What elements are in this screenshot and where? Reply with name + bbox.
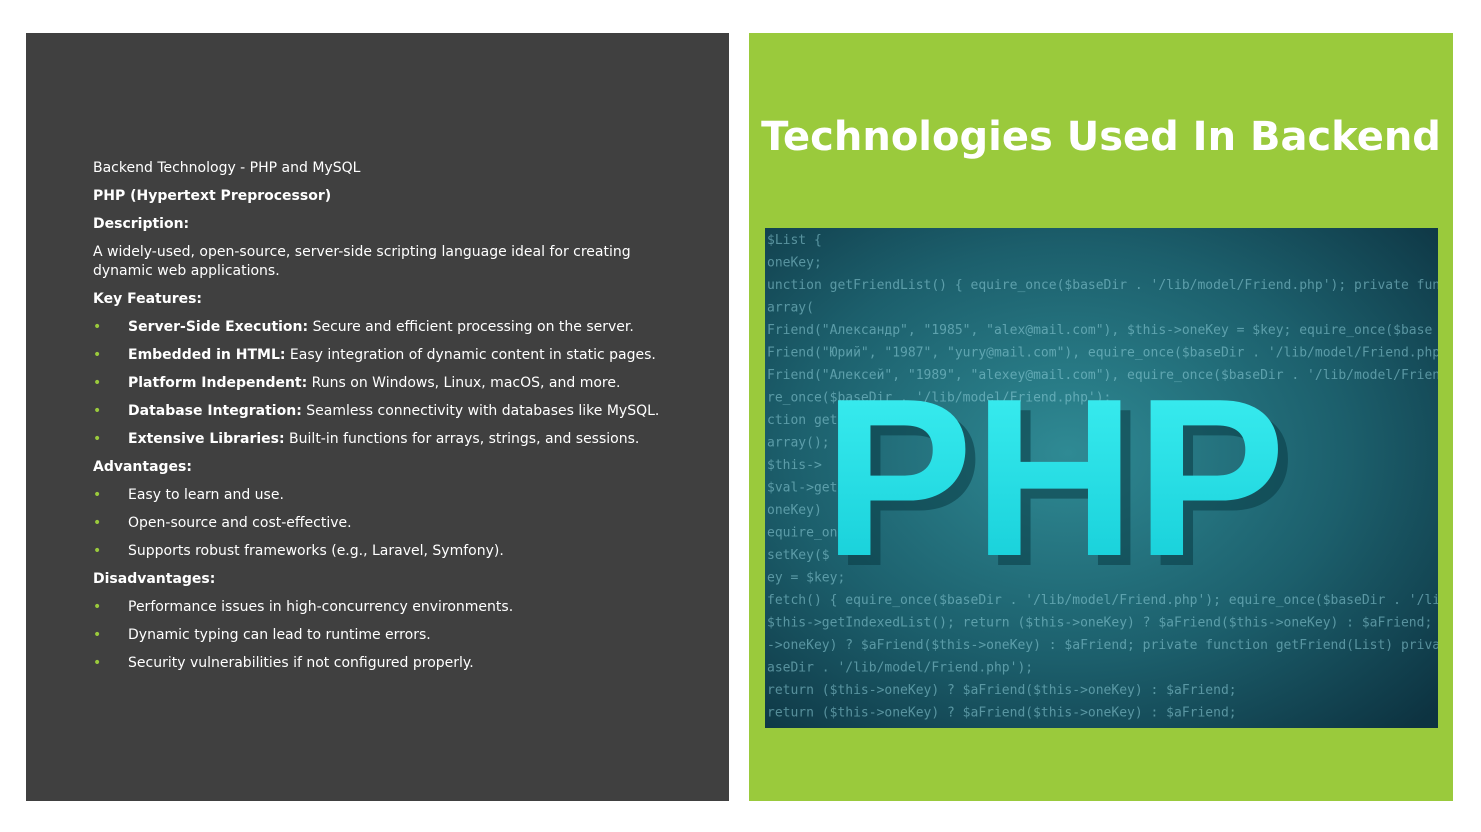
bullet-icon: • [93, 515, 102, 531]
list-item: • Database Integration: Seamless connecti… [93, 402, 693, 421]
feature-text: Easy integration of dynamic content in s… [285, 347, 656, 363]
list-item: • Open-source and cost-effective. [93, 514, 693, 533]
code-line: unction getFriendList() { equire_once($b… [767, 278, 1438, 293]
bullet-icon: • [93, 431, 102, 447]
list-item: • Platform Independent: Runs on Windows, … [93, 374, 693, 393]
list-item: • Dynamic typing can lead to runtime erro… [93, 626, 693, 645]
php-logo-shadow: PHP [833, 361, 1296, 613]
key-features-list: • Server-Side Execution: Secure and effic… [93, 318, 693, 449]
code-line: re_once($baseDir . '/lib/model/Friend.ph… [767, 391, 1111, 406]
bullet-icon: • [93, 375, 102, 391]
code-text-background: $List { oneKey; unction getFriendList() { … [767, 233, 1438, 721]
advantage-text: Open-source and cost-effective. [128, 515, 352, 531]
disadvantages-label: Disadvantages: [93, 571, 216, 587]
code-line: $this->getIndexedList(); return ($this->… [767, 616, 1432, 631]
feature-term: Embedded in HTML: [128, 347, 286, 363]
code-line: setKey($ [767, 548, 830, 563]
list-item: • Performance issues in high-concurrency … [93, 598, 693, 617]
php-code-illustration: $List { oneKey; unction getFriendList() { … [765, 228, 1438, 728]
feature-text: Seamless connectivity with databases lik… [301, 403, 660, 419]
list-item: • Easy to learn and use. [93, 486, 693, 505]
slide-title: Technologies Used In Backend [761, 114, 1441, 160]
code-line: ->oneKey) ? $aFriend($this->oneKey) : $a… [767, 638, 1438, 653]
list-item: • Security vulnerabilities if not configu… [93, 654, 693, 673]
bullet-icon: • [93, 599, 102, 615]
feature-term: Platform Independent: [128, 375, 308, 391]
code-line: return ($this->oneKey) ? $aFriend($this-… [767, 683, 1237, 698]
code-line: Friend("Алексей", "1989", "alexey@mail.c… [767, 368, 1438, 383]
code-line: aseDir . '/lib/model/Friend.php'); [767, 661, 1033, 676]
disadvantage-text: Security vulnerabilities if not configur… [128, 655, 474, 671]
content-heading: Backend Technology - PHP and MySQL [93, 160, 361, 176]
list-item: • Extensive Libraries: Built-in functions… [93, 430, 693, 449]
disadvantage-text: Dynamic typing can lead to runtime error… [128, 627, 431, 643]
advantages-label: Advantages: [93, 459, 192, 475]
code-line: oneKey) [767, 503, 822, 518]
feature-term: Extensive Libraries: [128, 431, 285, 447]
code-line: equire_on [767, 526, 837, 541]
code-line: Friend("Александр", "1985", "alex@mail.c… [767, 323, 1432, 338]
slide-content: Backend Technology - PHP and MySQL PHP (… [93, 159, 693, 682]
code-line: Friend("Юрий", "1987", "yury@mail.com"),… [767, 346, 1438, 361]
bullet-icon: • [93, 403, 102, 419]
list-item: • Embedded in HTML: Easy integration of d… [93, 346, 693, 365]
code-line: $val->get [767, 481, 837, 496]
code-line: return ($this->oneKey) ? $aFriend($this-… [767, 706, 1237, 721]
code-line: oneKey; [767, 256, 822, 271]
advantage-text: Supports robust frameworks (e.g., Larave… [128, 543, 504, 559]
feature-text: Built-in functions for arrays, strings, … [284, 431, 640, 447]
list-item: • Supports robust frameworks (e.g., Larav… [93, 542, 693, 561]
code-line: ey = $key; [767, 571, 845, 586]
description-label: Description: [93, 216, 190, 232]
advantages-list: • Easy to learn and use. • Open-source and… [93, 486, 693, 561]
bullet-icon: • [93, 347, 102, 363]
bullet-icon: • [93, 487, 102, 503]
code-line: ction get [767, 413, 837, 428]
feature-text: Secure and efficient processing on the s… [308, 319, 634, 335]
description-text: A widely-used, open-source, server-side … [93, 244, 631, 279]
content-subheading: PHP (Hypertext Preprocessor) [93, 188, 332, 204]
key-features-label: Key Features: [93, 291, 203, 307]
bullet-icon: • [93, 627, 102, 643]
bullet-icon: • [93, 543, 102, 559]
advantage-text: Easy to learn and use. [128, 487, 284, 503]
feature-text: Runs on Windows, Linux, macOS, and more. [307, 375, 621, 391]
feature-term: Server-Side Execution: [128, 319, 309, 335]
code-line: $this-> [767, 458, 822, 473]
code-line: fetch() { equire_once($baseDir . '/lib/m… [767, 593, 1438, 608]
code-line: $List { [767, 233, 822, 248]
code-line: array(); [767, 436, 830, 451]
bullet-icon: • [93, 655, 102, 671]
disadvantages-list: • Performance issues in high-concurrency … [93, 598, 693, 673]
image-background [765, 228, 1438, 728]
bullet-icon: • [93, 319, 102, 335]
feature-term: Database Integration: [128, 403, 302, 419]
disadvantage-text: Performance issues in high-concurrency e… [128, 599, 514, 615]
list-item: • Server-Side Execution: Secure and effic… [93, 318, 693, 337]
left-panel: Backend Technology - PHP and MySQL PHP (… [26, 33, 729, 801]
php-logo-image: $List { oneKey; unction getFriendList() { … [765, 228, 1438, 728]
code-line: array( [767, 301, 814, 316]
php-logo-text: PHP [823, 351, 1286, 603]
right-panel: Technologies Used In Backend $List { oneK… [749, 33, 1453, 801]
